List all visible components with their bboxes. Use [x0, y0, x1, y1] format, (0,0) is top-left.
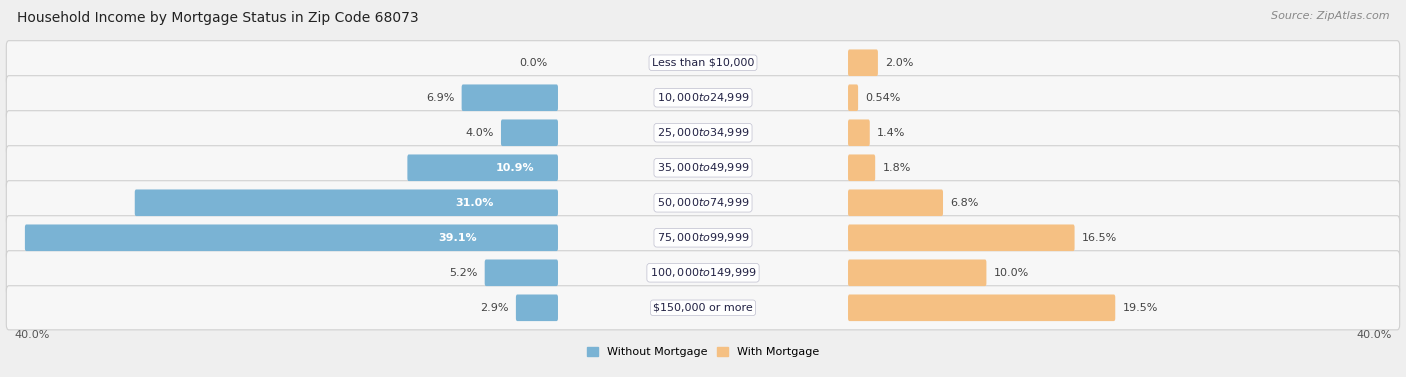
FancyBboxPatch shape [6, 286, 1400, 330]
FancyBboxPatch shape [848, 259, 987, 286]
Text: 2.9%: 2.9% [481, 303, 509, 313]
FancyBboxPatch shape [848, 49, 877, 76]
FancyBboxPatch shape [485, 259, 558, 286]
Text: 0.0%: 0.0% [520, 58, 548, 68]
Text: 40.0%: 40.0% [14, 330, 49, 340]
Text: 6.8%: 6.8% [950, 198, 979, 208]
Text: Household Income by Mortgage Status in Zip Code 68073: Household Income by Mortgage Status in Z… [17, 11, 419, 25]
Text: 39.1%: 39.1% [439, 233, 477, 243]
Text: 16.5%: 16.5% [1081, 233, 1116, 243]
Legend: Without Mortgage, With Mortgage: Without Mortgage, With Mortgage [588, 347, 818, 357]
FancyBboxPatch shape [135, 190, 558, 216]
FancyBboxPatch shape [461, 84, 558, 111]
Text: $25,000 to $34,999: $25,000 to $34,999 [657, 126, 749, 139]
FancyBboxPatch shape [6, 146, 1400, 190]
Text: 10.9%: 10.9% [496, 163, 534, 173]
Text: 0.54%: 0.54% [865, 93, 901, 103]
Text: 6.9%: 6.9% [426, 93, 454, 103]
Text: $75,000 to $99,999: $75,000 to $99,999 [657, 231, 749, 244]
FancyBboxPatch shape [848, 294, 1115, 321]
Text: 1.8%: 1.8% [883, 163, 911, 173]
Text: $35,000 to $49,999: $35,000 to $49,999 [657, 161, 749, 174]
Text: 40.0%: 40.0% [1357, 330, 1392, 340]
FancyBboxPatch shape [6, 216, 1400, 260]
FancyBboxPatch shape [848, 120, 870, 146]
FancyBboxPatch shape [848, 190, 943, 216]
FancyBboxPatch shape [516, 294, 558, 321]
FancyBboxPatch shape [25, 224, 558, 251]
FancyBboxPatch shape [6, 76, 1400, 120]
Text: 10.0%: 10.0% [994, 268, 1029, 278]
Text: $50,000 to $74,999: $50,000 to $74,999 [657, 196, 749, 209]
Text: 4.0%: 4.0% [465, 128, 494, 138]
Text: $10,000 to $24,999: $10,000 to $24,999 [657, 91, 749, 104]
FancyBboxPatch shape [408, 155, 558, 181]
FancyBboxPatch shape [848, 84, 858, 111]
Text: 1.4%: 1.4% [877, 128, 905, 138]
Text: 31.0%: 31.0% [456, 198, 494, 208]
Text: Less than $10,000: Less than $10,000 [652, 58, 754, 68]
FancyBboxPatch shape [6, 41, 1400, 85]
Text: $150,000 or more: $150,000 or more [654, 303, 752, 313]
FancyBboxPatch shape [848, 224, 1074, 251]
Text: 2.0%: 2.0% [886, 58, 914, 68]
FancyBboxPatch shape [848, 155, 875, 181]
FancyBboxPatch shape [6, 181, 1400, 225]
FancyBboxPatch shape [6, 251, 1400, 295]
Text: $100,000 to $149,999: $100,000 to $149,999 [650, 266, 756, 279]
Text: Source: ZipAtlas.com: Source: ZipAtlas.com [1271, 11, 1389, 21]
Text: 5.2%: 5.2% [449, 268, 478, 278]
FancyBboxPatch shape [501, 120, 558, 146]
FancyBboxPatch shape [6, 111, 1400, 155]
Text: 19.5%: 19.5% [1122, 303, 1159, 313]
